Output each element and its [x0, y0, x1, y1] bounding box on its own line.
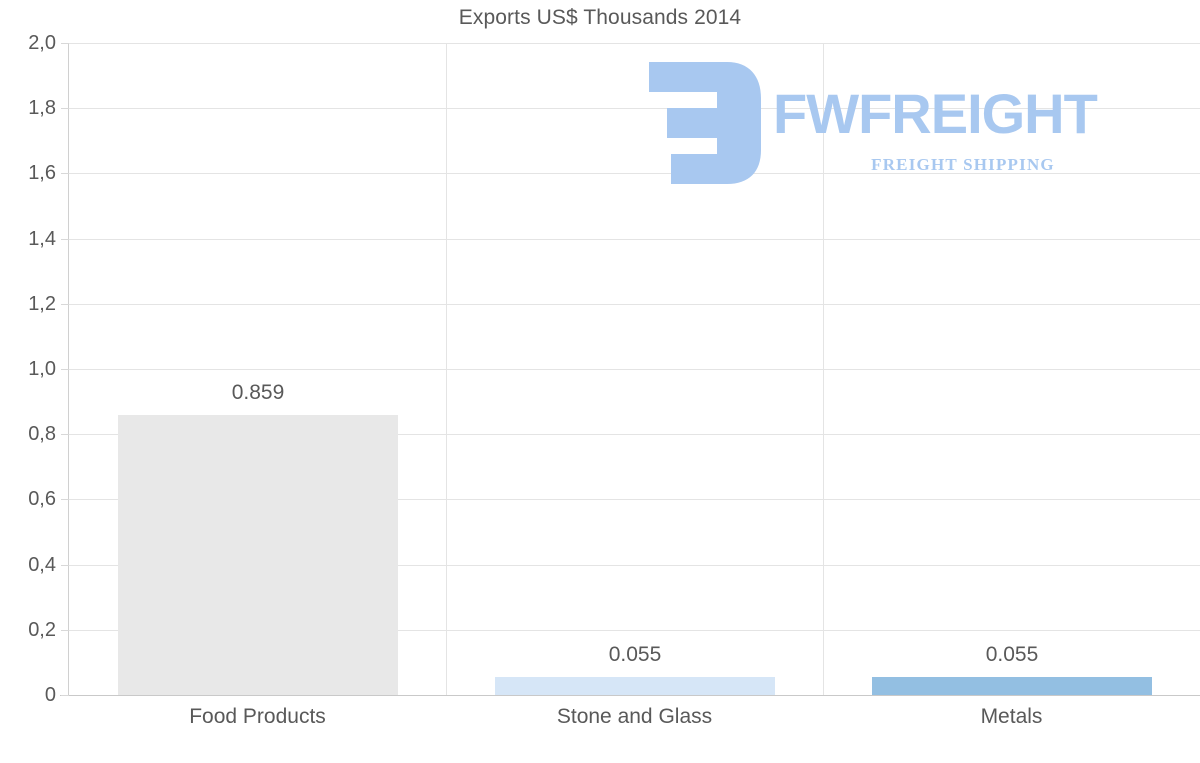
y-axis-tick-mark	[61, 369, 69, 370]
chart-title: Exports US$ Thousands 2014	[458, 6, 742, 29]
gridline-horizontal	[69, 239, 1200, 240]
gridline-horizontal	[69, 630, 1200, 631]
y-axis-tick-label: 1,4	[28, 227, 56, 250]
y-axis-tick-mark	[61, 695, 69, 696]
y-axis-tick-mark	[61, 173, 69, 174]
x-axis-line	[60, 695, 1200, 696]
y-axis-tick-label: 0,6	[28, 488, 56, 511]
gridline-vertical	[446, 43, 447, 695]
y-axis-labels: 0 0,2 0,4 0,6 0,8 1,0 1,2 1,4 1,6 1,8 2,0	[0, 0, 56, 763]
y-axis-tick-mark	[61, 304, 69, 305]
gridline-horizontal	[69, 304, 1200, 305]
bar[interactable]	[495, 677, 775, 695]
gridline-horizontal	[69, 108, 1200, 109]
plot-area	[69, 43, 1200, 696]
y-axis-tick-mark	[61, 499, 69, 500]
y-axis-tick-mark	[61, 239, 69, 240]
y-axis-tick-label: 0	[44, 684, 56, 706]
bar-value-label: 0.055	[985, 643, 1039, 666]
y-axis-tick-mark	[61, 565, 69, 566]
x-axis-labels: Food Products Stone and Glass Metals	[0, 706, 1200, 746]
x-axis-category-label: Metals	[980, 705, 1043, 728]
y-axis-tick-label: 0,8	[28, 423, 56, 446]
bars-layer: 0.859 0.055 0.055	[0, 43, 1200, 695]
y-axis-tick-label: 1,8	[28, 97, 56, 120]
bar-value-label: 0.055	[608, 643, 662, 666]
gridline-horizontal	[69, 173, 1200, 174]
gridline-horizontal	[69, 434, 1200, 435]
y-axis-tick-label: 1,6	[28, 162, 56, 185]
y-axis-tick-mark	[61, 434, 69, 435]
gridline-horizontal	[69, 565, 1200, 566]
y-axis-tick-label: 2,0	[28, 32, 56, 54]
x-axis-category-label: Food Products	[189, 705, 326, 728]
y-axis-tick-label: 1,2	[28, 292, 56, 315]
y-axis-tick-label: 1,0	[28, 358, 56, 380]
y-axis-tick-mark	[61, 108, 69, 109]
y-axis-tick-label: 0,2	[28, 618, 56, 641]
x-axis-category-label: Stone and Glass	[556, 705, 713, 728]
bar[interactable]	[872, 677, 1152, 695]
gridline-horizontal	[69, 499, 1200, 500]
y-axis-tick-label: 0,4	[28, 553, 56, 576]
bar-value-label: 0.859	[231, 381, 285, 404]
y-axis-tick-mark	[61, 630, 69, 631]
gridline-horizontal	[69, 369, 1200, 370]
bar[interactable]	[118, 415, 398, 695]
y-axis-tick-mark	[61, 43, 69, 44]
gridline-horizontal	[69, 43, 1200, 44]
gridline-vertical	[823, 43, 824, 695]
